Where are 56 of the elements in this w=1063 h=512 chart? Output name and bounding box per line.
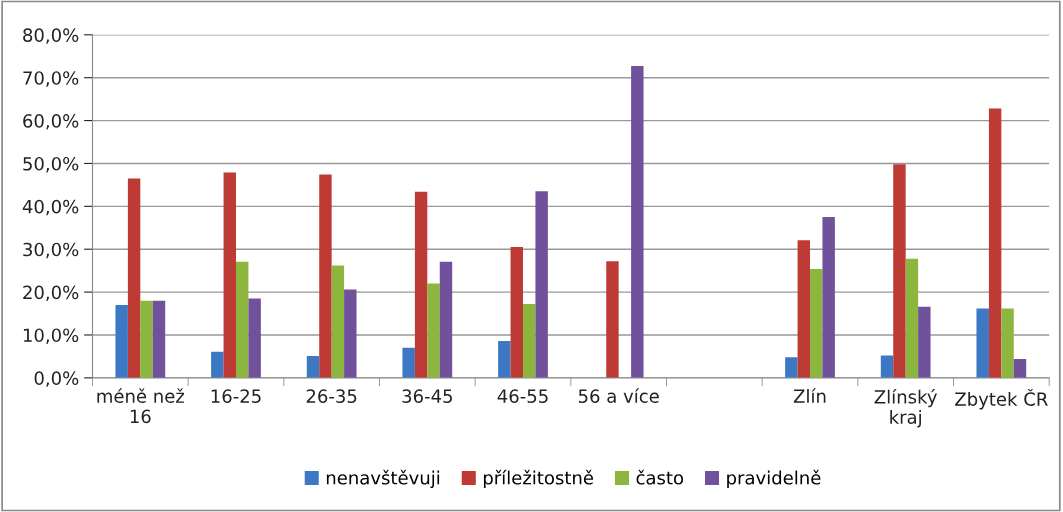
x-tick-label: méně než 16 — [97, 388, 185, 424]
bar — [306, 355, 320, 378]
x-tick-label: 56 a více — [578, 388, 659, 403]
bar — [319, 174, 332, 378]
bar — [822, 217, 835, 378]
y-tick-label: 60,0% — [23, 114, 79, 130]
y-tick-label: 80,0% — [23, 28, 79, 44]
bar — [127, 178, 141, 378]
bar — [810, 268, 823, 378]
bar — [785, 357, 798, 378]
x-tick-label: Zlínský kraj — [874, 388, 938, 428]
legend-label: nenavštěvuji — [326, 469, 440, 489]
bar — [976, 308, 989, 378]
bar — [402, 347, 415, 378]
legend-label: pravidelně — [727, 469, 821, 489]
bar — [439, 261, 453, 378]
x-tick-label: 46-55 — [497, 389, 548, 403]
bar — [223, 172, 236, 378]
legend-label: často — [636, 469, 684, 485]
y-tick-label: 20,0% — [23, 285, 79, 302]
bar — [115, 304, 128, 378]
bar — [248, 298, 261, 378]
bar — [140, 300, 153, 378]
bar — [905, 258, 919, 378]
legend-label: příležitostně — [483, 469, 594, 489]
x-tick-label: Zlín — [793, 388, 826, 403]
y-tick-label: 30,0% — [23, 242, 79, 259]
bar — [893, 164, 906, 378]
x-tick-label: 26-35 — [306, 389, 357, 403]
bar — [797, 240, 811, 378]
bar — [152, 300, 166, 378]
bar — [414, 191, 428, 378]
bar — [523, 304, 536, 378]
bar — [988, 108, 1002, 378]
y-tick-label: 40,0% — [22, 199, 79, 216]
x-tick-label: Zbytek ČR — [955, 388, 1048, 410]
bar — [535, 191, 548, 378]
bar — [918, 306, 931, 378]
bar — [880, 355, 894, 378]
bar — [631, 66, 644, 378]
bar — [331, 265, 345, 378]
y-tick-label: 70,0% — [23, 71, 79, 87]
bar — [606, 261, 619, 378]
bar — [1001, 308, 1014, 378]
bar — [235, 261, 249, 378]
bar — [510, 247, 523, 378]
y-tick-label: 10,0% — [23, 328, 79, 344]
x-tick-label: 16-25 — [211, 389, 261, 403]
y-tick-label: 0,0% — [34, 371, 79, 387]
bar — [427, 283, 440, 378]
bar — [498, 340, 511, 378]
y-tick-label: 50,0% — [23, 156, 79, 173]
bar — [344, 289, 357, 378]
bar — [1013, 358, 1027, 378]
bar — [211, 351, 224, 378]
x-tick-label: 36-45 — [402, 389, 452, 403]
